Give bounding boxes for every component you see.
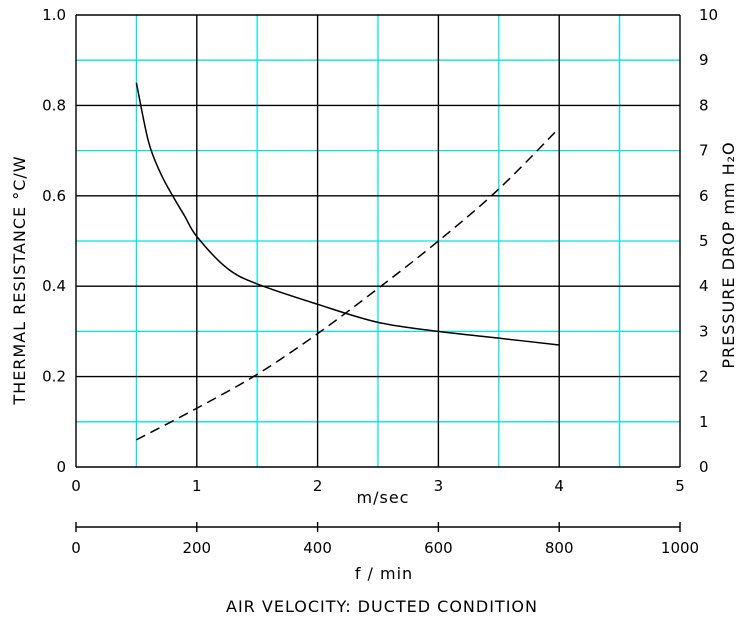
- y-right-tick-label: 5: [699, 232, 709, 250]
- y-right-tick-label: 8: [699, 96, 709, 114]
- thermal-resistance-line: [135, 82, 560, 346]
- y-right-tick-label: 4: [699, 277, 709, 295]
- x-tick-label: 2: [313, 477, 323, 495]
- x2-tick-label: 0: [71, 539, 81, 557]
- x2-axis-label: f / min: [355, 564, 413, 583]
- pressure-drop-line: [136, 127, 560, 441]
- right-y-axis-label: PRESSURE DROP mm H₂O: [719, 141, 738, 368]
- y-left-tick-label: 0: [56, 458, 66, 476]
- x-tick-label: 1: [192, 477, 202, 495]
- y-right-tick-label: 3: [699, 322, 709, 340]
- left-y-axis-label: THERMAL RESISTANCE °C/W: [10, 155, 29, 405]
- x2-tick-label: 800: [545, 539, 574, 557]
- y-right-tick-label: 10: [699, 6, 718, 24]
- x-tick-label: 3: [434, 477, 444, 495]
- y-left-tick-label: 0.2: [42, 368, 66, 386]
- y-left-tick-label: 0.8: [42, 96, 66, 114]
- x2-tick-label: 600: [424, 539, 453, 557]
- x2-tick-label: 200: [182, 539, 211, 557]
- x-tick-label: 5: [675, 477, 685, 495]
- x-axis-label: m/sec: [357, 488, 410, 507]
- y-right-tick-label: 6: [699, 187, 709, 205]
- y-left-tick-label: 0.6: [42, 187, 66, 205]
- series-lines: [135, 82, 560, 441]
- y-left-tick-label: 0.4: [42, 277, 66, 295]
- y-right-tick-label: 0: [699, 458, 709, 476]
- y-right-tick-label: 7: [699, 142, 709, 160]
- y-left-tick-label: 1.0: [42, 6, 66, 24]
- x2-tick-label: 400: [303, 539, 332, 557]
- x2-tick-label: 1000: [661, 539, 699, 557]
- grid: [75, 14, 681, 468]
- x-tick-label: 4: [554, 477, 564, 495]
- y-right-tick-label: 9: [699, 51, 709, 69]
- y-right-tick-label: 2: [699, 368, 709, 386]
- chart-title: AIR VELOCITY: DUCTED CONDITION: [226, 597, 538, 616]
- x-tick-label: 0: [71, 477, 81, 495]
- y-right-tick-label: 1: [699, 413, 709, 431]
